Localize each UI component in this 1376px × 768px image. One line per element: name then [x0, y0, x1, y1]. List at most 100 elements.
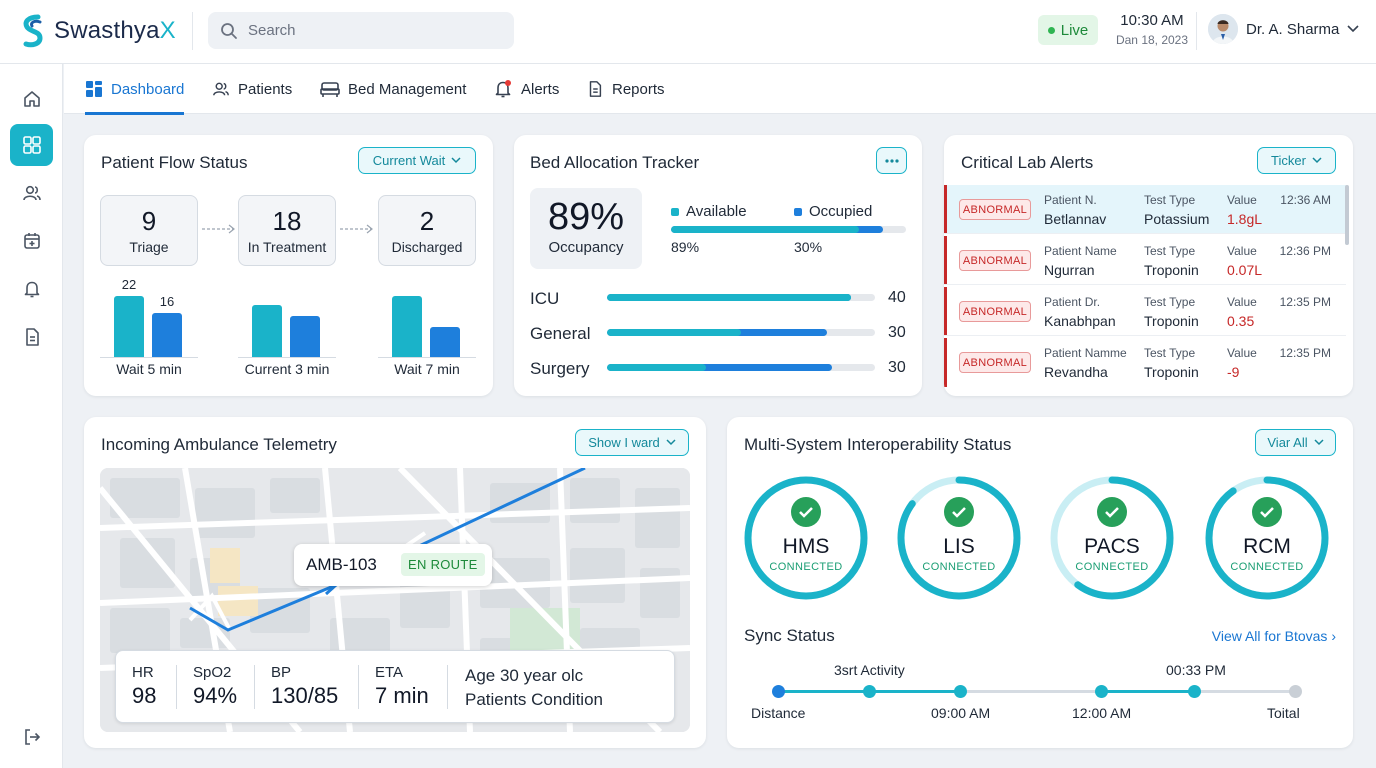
flow-stage-in-treatment[interactable]: 18 In Treatment — [238, 195, 336, 266]
bar-segment-available — [671, 226, 859, 233]
sidebar-item-alerts[interactable] — [10, 268, 53, 310]
ward-label-general: General — [530, 324, 591, 343]
system-status-lis[interactable]: LIS CONNECTED — [895, 474, 1023, 602]
view-all-dropdown[interactable]: Viar All — [1255, 429, 1336, 456]
patient-summary: Age 30 year olc Patients Condition — [465, 664, 603, 712]
sidebar-item-logout[interactable] — [10, 716, 53, 758]
sidebar-item-patients[interactable] — [10, 172, 53, 214]
home-icon — [23, 91, 40, 107]
vital-value: 7 min — [375, 683, 429, 708]
tab-bar: Dashboard Patients Bed Management Alerts… — [64, 64, 1376, 115]
legend-label: Occupied — [809, 203, 873, 220]
patient-flow-card: Patient Flow Status Current Wait 9 Triag… — [84, 135, 493, 396]
more-options-button[interactable] — [876, 147, 907, 174]
abnormal-badge: ABNORMAL — [959, 301, 1031, 322]
tab-alerts[interactable]: Alerts — [493, 64, 559, 114]
timeline-bottom-label: Toital — [1267, 705, 1300, 721]
ambulance-callout[interactable]: AMB-103 EN ROUTE — [294, 544, 492, 586]
value-key: Value — [1227, 244, 1257, 258]
sidebar-item-reports[interactable] — [10, 316, 53, 358]
sidebar-item-home[interactable] — [10, 78, 53, 120]
tab-patients[interactable]: Patients — [212, 64, 292, 114]
chevron-down-icon — [1312, 157, 1322, 164]
ticker-dropdown[interactable]: Ticker — [1257, 147, 1336, 174]
chevron-down-icon — [451, 157, 461, 164]
legend-swatch — [671, 207, 679, 216]
status-ring — [1050, 476, 1174, 600]
test-type: Troponin — [1144, 364, 1199, 380]
stage-label: Discharged — [391, 239, 463, 255]
arrow-right-icon — [340, 224, 373, 234]
stage-count: 18 — [272, 206, 302, 236]
document-icon — [589, 81, 602, 97]
ward-label-surgery: Surgery — [530, 359, 590, 378]
card-title: Incoming Ambulance Telemetry — [101, 435, 337, 454]
timeline-segment-active — [1102, 690, 1195, 693]
ward-value-surgery: 30 — [888, 359, 906, 376]
timeline-dot[interactable] — [1188, 685, 1201, 698]
app-logo[interactable]: SwasthyaX — [20, 14, 176, 48]
lab-value: 0.07L — [1227, 262, 1263, 278]
flow-stage-triage[interactable]: 9 Triage — [100, 195, 198, 266]
lab-alert-row[interactable]: ABNORMAL Patient Dr. Kanabhpan Test Type… — [944, 287, 1346, 336]
user-menu[interactable]: Dr. A. Sharma — [1208, 14, 1359, 44]
system-name: LIS — [943, 535, 975, 558]
timeline-dot[interactable] — [1289, 685, 1302, 698]
divider — [447, 665, 448, 709]
value-key: Value — [1227, 295, 1257, 309]
system-status-pacs[interactable]: PACS CONNECTED — [1048, 474, 1176, 602]
timeline-dot[interactable] — [1095, 685, 1108, 698]
timeline-bottom-label: 09:00 AM — [931, 705, 991, 721]
lab-alert-row[interactable]: ABNORMAL Patient Namme Revandha Test Typ… — [944, 338, 1346, 387]
ward-filter-dropdown[interactable]: Show I ward — [575, 429, 689, 456]
tab-reports[interactable]: Reports — [586, 64, 665, 114]
vital-key: HR — [132, 664, 154, 681]
chart-label: Current 3 min — [244, 361, 330, 377]
bar — [392, 296, 422, 357]
lab-alerts-card: Critical Lab Alerts Ticker ABNORMAL Pati… — [944, 135, 1353, 396]
system-status-rcm[interactable]: RCM CONNECTED — [1203, 474, 1331, 602]
alert-time: 12:36 AM — [1280, 193, 1331, 207]
bar — [152, 313, 182, 357]
legend-label: Available — [686, 203, 747, 220]
divider — [358, 665, 359, 709]
lab-alert-row[interactable]: ABNORMAL Patient Name Ngurran Test Type … — [944, 236, 1346, 285]
interop-status-card: Multi-System Interoperability Status Via… — [727, 417, 1353, 748]
system-status-hms[interactable]: HMS CONNECTED — [742, 474, 870, 602]
lab-alert-row[interactable]: ABNORMAL Patient N. Betlannav Test Type … — [944, 185, 1346, 234]
chevron-right-icon: › — [1331, 628, 1336, 644]
timeline-dot[interactable] — [954, 685, 967, 698]
sidebar-item-calendar[interactable] — [10, 220, 53, 262]
value-key: Value — [1227, 193, 1257, 207]
patient-name: Betlannav — [1044, 211, 1107, 227]
alerts-scrollbar[interactable] — [1345, 185, 1349, 245]
timeline-dot[interactable] — [772, 685, 785, 698]
stage-label: Triage — [129, 239, 169, 255]
sidebar — [0, 64, 63, 768]
vital-key: BP — [271, 664, 292, 681]
flow-stage-discharged[interactable]: 2 Discharged — [378, 195, 476, 266]
abnormal-badge: ABNORMAL — [959, 199, 1031, 220]
timeline-dot[interactable] — [863, 685, 876, 698]
wait-filter-dropdown[interactable]: Current Wait — [358, 147, 476, 174]
tab-label: Reports — [612, 80, 665, 98]
system-status: CONNECTED — [1075, 561, 1149, 573]
view-all-link[interactable]: View All for Btovas › — [1212, 628, 1336, 644]
ward-bar-general — [607, 329, 875, 336]
vital-key: SpO2 — [193, 664, 232, 681]
patient-key: Patient N. — [1044, 193, 1097, 207]
current-time: 10:30 AM — [1120, 12, 1184, 29]
timeline-top-label: 00:33 PM — [1166, 662, 1226, 678]
timeline-bottom-label: 12:00 AM — [1072, 705, 1132, 721]
search-input[interactable]: Search — [208, 12, 514, 49]
live-badge: Live — [1038, 15, 1098, 45]
sidebar-item-dashboard[interactable] — [10, 124, 53, 166]
timeline-segment — [962, 690, 1102, 693]
tab-bed-management[interactable]: Bed Management — [320, 64, 466, 114]
test-key: Test Type — [1144, 193, 1196, 207]
legend-occupied: Occupied — [794, 203, 872, 220]
vital-value: 98 — [132, 683, 157, 708]
timeline-segment — [1195, 690, 1296, 693]
tab-dashboard[interactable]: Dashboard — [85, 64, 185, 115]
legend-swatch — [794, 207, 802, 216]
